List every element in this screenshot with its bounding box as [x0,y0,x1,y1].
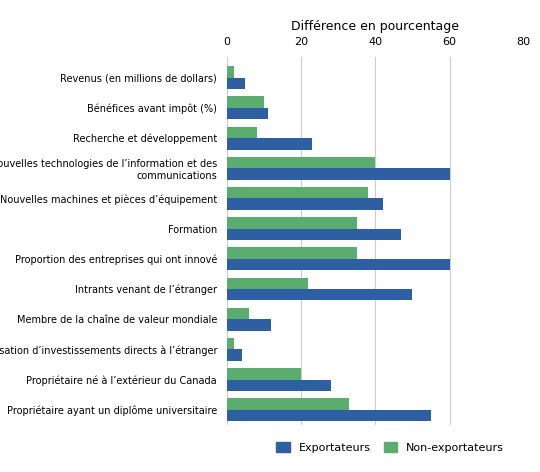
Bar [227,278,308,289]
Bar [227,157,375,169]
Bar [227,398,349,410]
Bar [227,126,256,138]
Bar [227,187,368,198]
Bar [227,379,330,391]
Bar [227,66,234,78]
Bar [227,78,245,89]
Bar [227,138,312,150]
Bar [227,108,268,119]
Bar [227,319,271,331]
Bar [227,338,234,349]
Bar [227,410,431,421]
Bar [227,169,449,180]
Bar [227,349,241,361]
Bar [227,259,449,270]
Legend: Exportateurs, Non-exportateurs: Exportateurs, Non-exportateurs [272,438,509,457]
Bar [227,96,264,108]
Bar [227,247,357,259]
Bar [227,289,413,301]
Bar [227,198,383,210]
Bar [227,368,301,379]
X-axis label: Différence en pourcentage: Différence en pourcentage [291,20,460,33]
Bar [227,217,357,228]
Bar [227,228,401,240]
Bar [227,308,249,319]
